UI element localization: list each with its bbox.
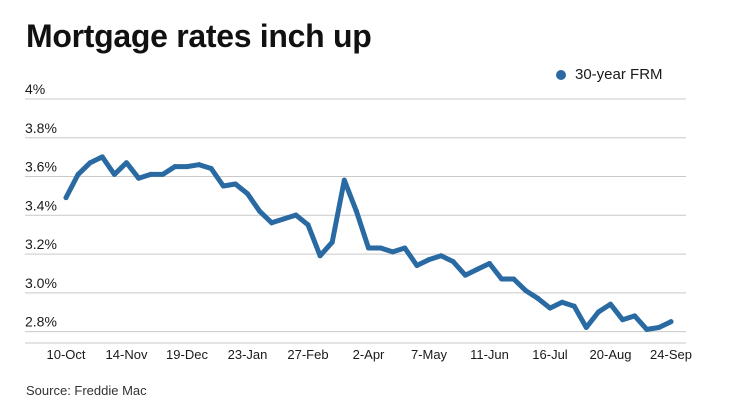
- data-point: [547, 305, 553, 311]
- data-point: [571, 303, 577, 309]
- data-point: [269, 220, 275, 226]
- data-point: [366, 245, 371, 251]
- data-point: [474, 266, 480, 272]
- y-tick-label: 3.8%: [25, 120, 57, 136]
- data-point: [111, 171, 117, 177]
- x-tick-label: 7-May: [411, 347, 448, 362]
- data-point: [341, 177, 347, 183]
- data-point: [257, 208, 263, 214]
- data-point: [305, 222, 311, 228]
- x-tick-label: 20-Aug: [590, 347, 632, 362]
- x-tick-label: 19-Dec: [166, 347, 208, 362]
- x-tick-label: 10-Oct: [46, 347, 85, 362]
- data-point: [438, 253, 444, 259]
- data-point: [390, 249, 396, 255]
- series-line: [63, 154, 674, 332]
- data-point: [523, 288, 529, 294]
- y-tick-label: 2.8%: [25, 314, 57, 330]
- x-tick-label: 27-Feb: [287, 347, 328, 362]
- data-point: [160, 171, 166, 177]
- x-tick-label: 16-Jul: [532, 347, 568, 362]
- data-point: [608, 301, 613, 307]
- data-point: [281, 216, 287, 222]
- data-point: [378, 245, 384, 251]
- source-note: Source: Freddie Mac: [26, 383, 147, 398]
- data-point: [99, 154, 105, 160]
- data-point: [220, 183, 226, 189]
- data-point: [124, 160, 129, 166]
- data-point: [136, 175, 142, 181]
- data-point: [75, 171, 81, 177]
- data-point: [595, 309, 601, 315]
- chart-title: Mortgage rates inch up: [26, 18, 372, 54]
- data-point: [499, 276, 505, 282]
- data-point: [511, 276, 517, 282]
- x-tick-label: 11-Jun: [470, 347, 509, 362]
- data-point: [487, 261, 492, 267]
- data-point: [450, 259, 456, 265]
- data-point: [184, 164, 190, 170]
- grid: [25, 98, 686, 344]
- data-point: [353, 208, 359, 214]
- x-tick-label: 14-Nov: [106, 347, 148, 362]
- data-point: [583, 324, 589, 330]
- data-point: [656, 324, 662, 330]
- data-point: [668, 319, 674, 325]
- data-point: [208, 166, 214, 172]
- data-point: [148, 171, 154, 177]
- data-point: [196, 162, 202, 168]
- y-tick-label: 3.4%: [25, 197, 57, 213]
- y-tick-label: 3.0%: [25, 275, 57, 291]
- x-tick-label: 2-Apr: [353, 347, 385, 362]
- data-point: [462, 272, 468, 278]
- data-point: [426, 257, 432, 263]
- y-tick-label: 3.2%: [25, 236, 57, 252]
- data-point: [535, 295, 541, 301]
- legend: 30-year FRM: [556, 66, 663, 83]
- data-point: [172, 164, 178, 170]
- data-point: [232, 181, 238, 187]
- data-point: [63, 195, 69, 201]
- data-point: [317, 253, 323, 259]
- data-point: [402, 245, 408, 251]
- y-tick-label: 3.6%: [25, 159, 57, 175]
- data-point: [329, 239, 335, 245]
- data-point: [559, 299, 565, 305]
- data-point: [245, 191, 250, 197]
- data-point: [644, 326, 650, 332]
- x-tick-label: 24-Sep: [650, 347, 692, 362]
- x-tick-label: 23-Jan: [228, 347, 268, 362]
- data-point: [87, 160, 93, 166]
- legend-marker-icon: [556, 69, 566, 80]
- data-point: [414, 262, 420, 268]
- series-30-year-frm: [63, 154, 674, 332]
- x-axis: 10-Oct 14-Nov 19-Dec 23-Jan 27-Feb 2-Apr 7-May…: [46, 347, 691, 362]
- y-tick-label: 4%: [25, 81, 45, 97]
- data-point: [620, 317, 626, 323]
- data-point: [293, 212, 299, 218]
- legend-label: 30-year FRM: [575, 66, 663, 83]
- y-axis: 2.8% 3.0% 3.2% 3.4% 3.6% 3.8% 4%: [25, 81, 57, 330]
- data-point: [632, 313, 638, 319]
